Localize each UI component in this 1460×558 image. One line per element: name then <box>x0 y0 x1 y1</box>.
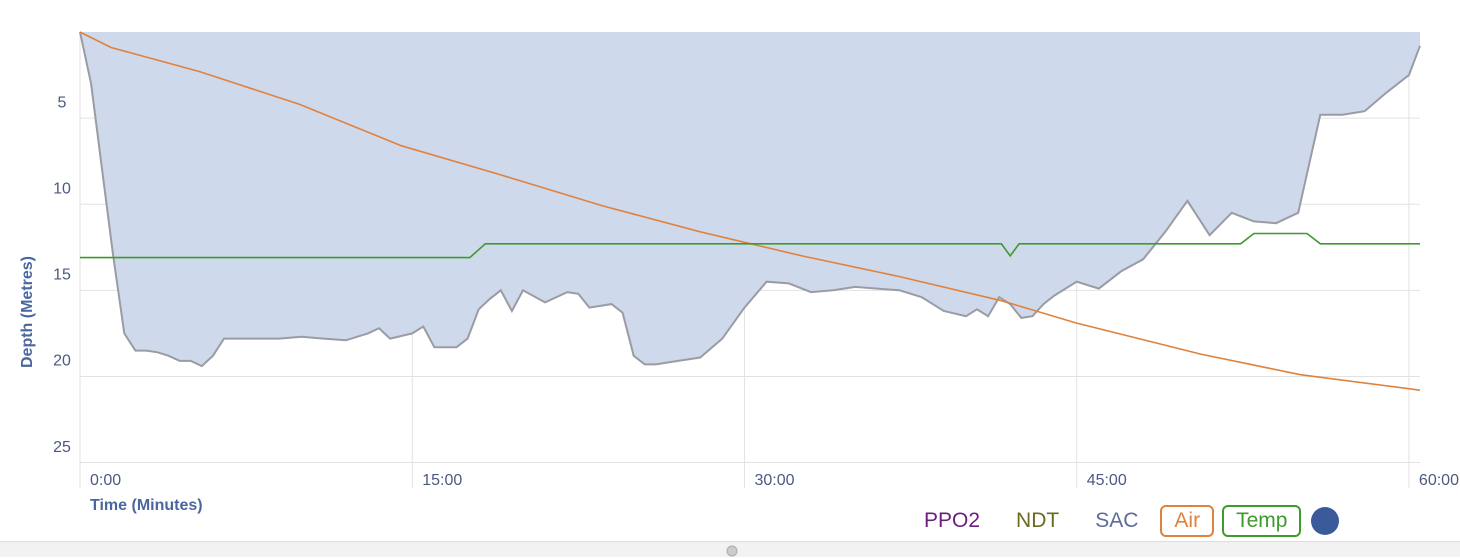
y-axis-label: Depth (Metres) <box>19 256 36 368</box>
legend: PPO2 NDT SAC Air Temp <box>910 504 1340 538</box>
y-tick-label: 25 <box>53 439 71 456</box>
y-tick-label: 20 <box>53 353 71 370</box>
x-axis-label: Time (Minutes) <box>90 497 203 514</box>
x-tick-label: 60:00 <box>1419 472 1459 489</box>
series-line <box>79 31 1421 391</box>
footer-bar <box>0 541 1460 557</box>
y-tick-label: 15 <box>53 267 71 284</box>
x-tick-label: 0:00 <box>90 472 121 489</box>
settings-icon[interactable] <box>1311 507 1340 535</box>
x-tick-label: 15:00 <box>422 472 462 489</box>
legend-toggle[interactable]: NDT <box>1016 509 1060 532</box>
depth-line <box>79 31 1421 368</box>
x-tick-label: 45:00 <box>1087 472 1127 489</box>
legend-toggle[interactable]: Temp <box>1222 505 1302 537</box>
y-tick-label: 10 <box>53 180 71 197</box>
series-line <box>80 232 1420 259</box>
depth-area <box>80 32 1420 367</box>
legend-toggle[interactable]: Air <box>1160 505 1215 537</box>
x-tick-label: 30:00 <box>754 472 794 489</box>
legend-toggle[interactable]: SAC <box>1095 509 1139 532</box>
chart: Depth (Metres) Time (Minutes) 5 10 15 20 25 0… <box>19 31 1459 514</box>
legend-toggle[interactable]: PPO2 <box>924 509 981 532</box>
y-tick-label: 5 <box>58 94 67 111</box>
